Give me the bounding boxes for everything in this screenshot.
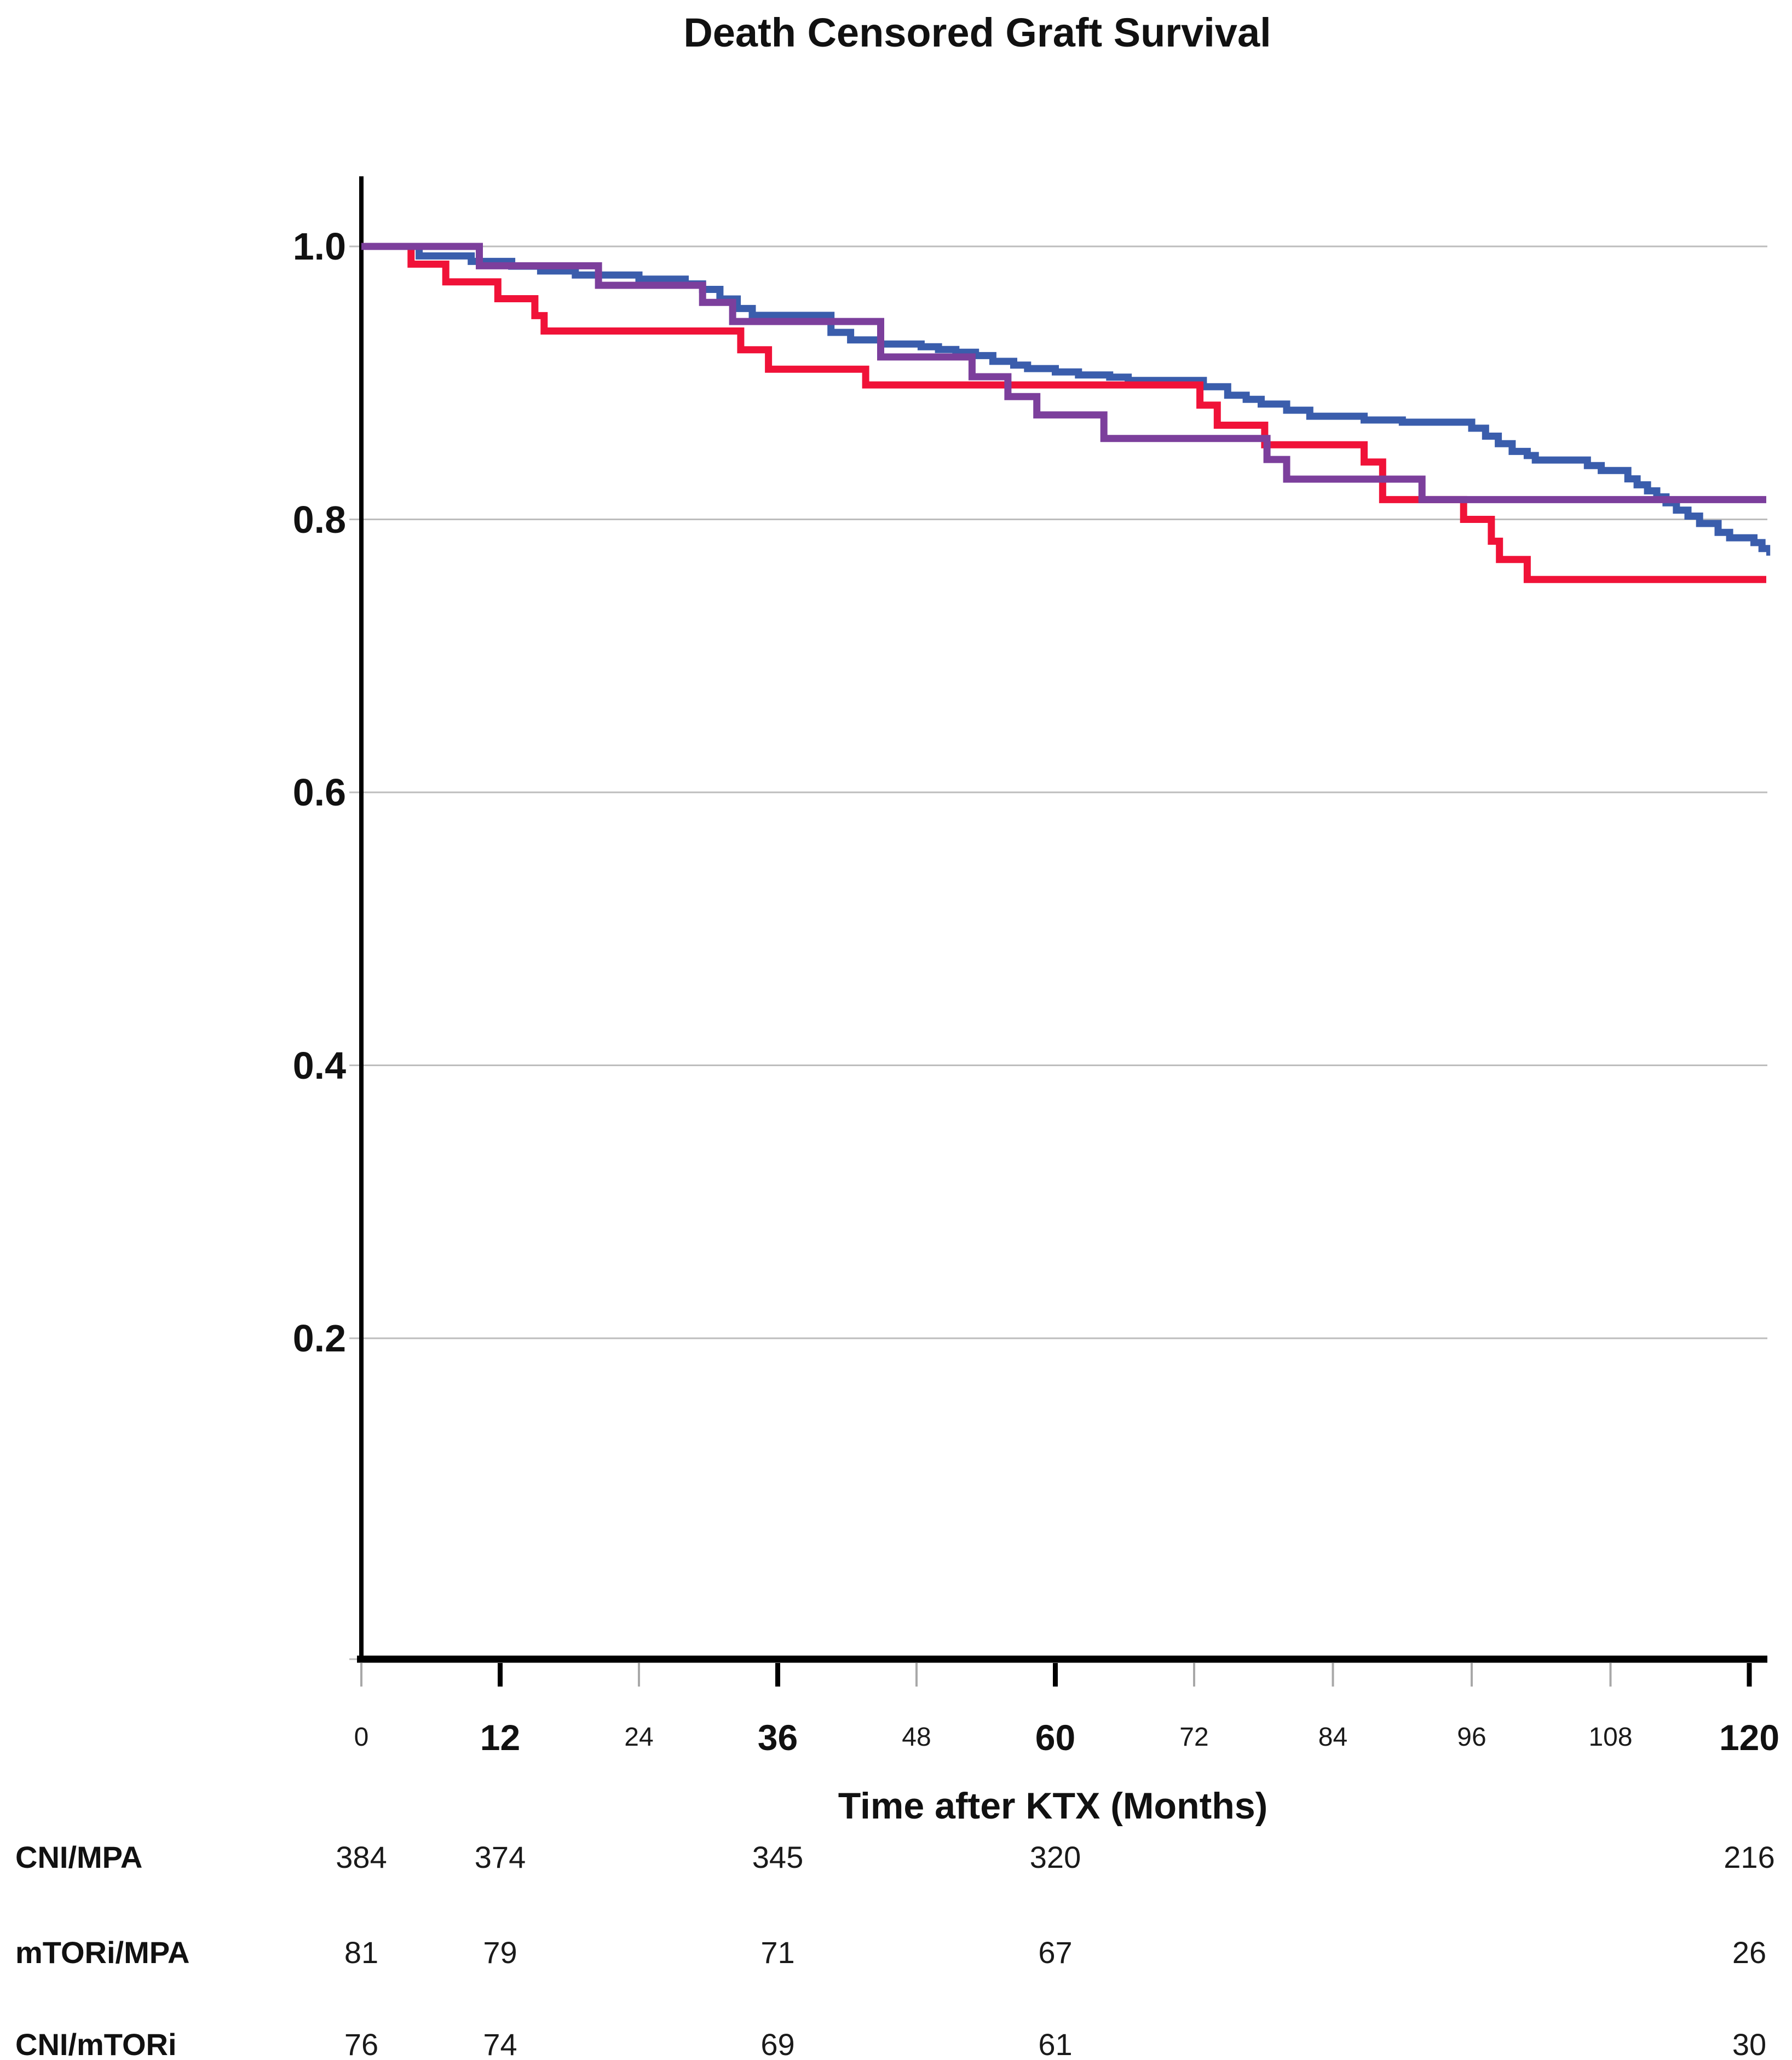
gridlines — [349, 245, 1767, 1660]
survival-curve-mtori-mpa — [361, 243, 1766, 583]
y-tick-label: 0.4 — [292, 1044, 346, 1087]
x-tick-label: 96 — [1457, 1723, 1486, 1752]
risk-count-mtori-mpa: 67 — [1038, 1935, 1073, 1970]
risk-count-mtori-mpa: 26 — [1732, 1935, 1767, 1970]
y-tick-label: 0.2 — [292, 1317, 346, 1360]
risk-count-cni-mtori: 74 — [483, 2027, 517, 2060]
chart-title: Death Censored Graft Survival — [683, 10, 1271, 55]
risk-count-cni-mpa: 345 — [752, 1840, 804, 1874]
risk-row-label-cni-mpa: CNI/MPA — [15, 1840, 143, 1874]
x-tick-label: 72 — [1179, 1723, 1209, 1752]
risk-count-cni-mtori: 61 — [1038, 2027, 1073, 2060]
risk-count-cni-mpa: 216 — [1724, 1840, 1775, 1874]
risk-count-cni-mpa: 384 — [336, 1840, 387, 1874]
y-tick-label: 1.0 — [292, 225, 346, 268]
x-tick-label: 84 — [1318, 1723, 1348, 1752]
risk-count-cni-mpa: 320 — [1029, 1840, 1081, 1874]
survival-curves — [361, 243, 1771, 583]
x-tick-label: 24 — [624, 1723, 654, 1752]
risk-count-cni-mpa: 374 — [474, 1840, 526, 1874]
risk-count-mtori-mpa: 79 — [483, 1935, 517, 1970]
risk-count-mtori-mpa: 71 — [760, 1935, 795, 1970]
y-tick-label: 0.8 — [292, 498, 346, 541]
risk-row-label-cni-mtori: CNI/mTORi — [15, 2027, 177, 2060]
x-tick-marks — [360, 1663, 1752, 1687]
risk-row-label-mtori-mpa: mTORi/MPA — [15, 1935, 190, 1970]
survival-curve-cni-mpa — [361, 243, 1771, 556]
y-tick-label: 0.6 — [292, 771, 346, 814]
x-tick-label: 12 — [480, 1717, 521, 1758]
risk-count-mtori-mpa: 81 — [344, 1935, 379, 1970]
x-tick-label: 0 — [354, 1723, 369, 1752]
x-tick-label: 48 — [902, 1723, 931, 1752]
x-tick-label: 36 — [757, 1717, 798, 1758]
risk-count-cni-mtori: 69 — [760, 2027, 795, 2060]
x-axis-title: Time after KTX (Months) — [838, 1785, 1268, 1827]
axes — [357, 176, 1767, 1663]
x-tick-label: 120 — [1719, 1717, 1780, 1758]
x-tick-label: 108 — [1588, 1723, 1633, 1752]
risk-count-cni-mtori: 76 — [344, 2027, 379, 2060]
survival-curve-cni-mtori — [361, 243, 1766, 503]
x-tick-label: 60 — [1035, 1717, 1076, 1758]
risk-count-cni-mtori: 30 — [1732, 2027, 1767, 2060]
